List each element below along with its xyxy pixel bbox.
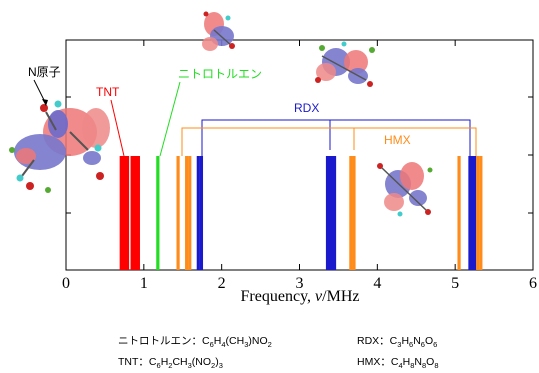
spectrum-line-hmx [349, 156, 353, 270]
formula-subscript: 4 [398, 361, 403, 371]
spectrum-line-rdx [473, 156, 477, 270]
molecule-image-hmx [377, 162, 433, 217]
molecule-image-nitrotoluene [202, 11, 235, 51]
formula-part: O [424, 335, 434, 347]
annotation-n-atom: N原子 [28, 65, 61, 79]
formula-subscript: 2 [211, 361, 216, 371]
formula-subscript: 2 [168, 361, 173, 371]
formula-part: H [401, 335, 410, 347]
formula-part: (CH [225, 335, 245, 347]
formula-subscript: 3 [187, 361, 192, 371]
x-tick-label: 0 [62, 275, 70, 292]
x-tick-label: 1 [140, 275, 148, 292]
formula-separator: ： [379, 335, 390, 347]
spectrum-line-tnt [119, 156, 123, 270]
formula-tnt: TNT：C6H2CH3(NO2)3 [118, 354, 223, 370]
x-axis-ticks: 0 1 2 3 4 5 6 [62, 40, 537, 292]
series-label-tnt: TNT [96, 85, 120, 99]
spectrum-line-hmx [479, 156, 483, 270]
formula-name: ニトロトルエン [118, 335, 192, 347]
formula-part: ) [215, 356, 219, 368]
spectrum-line-rdx [468, 156, 472, 270]
formula-subscript: 6 [209, 340, 214, 350]
x-tick-label: 4 [373, 275, 381, 292]
formula-part: H [160, 356, 169, 368]
formula-part: C [148, 356, 157, 368]
spectrum-line-hmx [185, 156, 189, 270]
formula-part: C [389, 335, 398, 347]
formula-subscript: 8 [434, 361, 439, 371]
formula-part: (NO [191, 356, 212, 368]
formula-subscript: 8 [410, 361, 415, 371]
x-tick-label: 3 [296, 275, 304, 292]
formula-part: O [426, 356, 435, 368]
formula-subscript: 6 [420, 340, 425, 350]
formula-part: N [414, 356, 422, 368]
spectrum-line-tnt [121, 156, 126, 270]
formula-subscript: 3 [397, 340, 402, 350]
formula-part: H [402, 356, 411, 368]
formula-separator: ： [191, 335, 203, 347]
formula-subscript: 8 [421, 361, 427, 371]
bracket-hmx [181, 127, 477, 156]
spectrum-line-rdx [470, 156, 474, 270]
spectrum-line-rdx [196, 156, 200, 270]
spectrum-line-nitrotoluene [156, 156, 160, 270]
formula-subscript: 2 [267, 340, 272, 350]
spectrum-line-rdx [325, 156, 330, 270]
spectrum-line-tnt [125, 156, 130, 270]
spectrum-line-hmx [176, 156, 180, 270]
formula-part: )NO [248, 335, 268, 347]
spectrum-line-tnt [134, 156, 138, 270]
spectrum-line-hmx [188, 156, 192, 270]
formula-rdx: RDX：C3H6N6O6 [357, 333, 437, 349]
formula-part: C [202, 335, 210, 347]
formula-name: TNT [118, 356, 139, 368]
formula-part: C [390, 356, 399, 368]
spectrum-line-rdx [330, 156, 334, 270]
formula-nitrotoluene: ニトロトルエン：C6H4(CH3)NO2 [118, 333, 272, 349]
formula-subscript: 6 [409, 340, 414, 350]
spectrum-line-rdx [199, 156, 204, 270]
formula-hmx: HMX：C4H8N8O8 [357, 354, 438, 370]
bracket-rdx [201, 119, 471, 156]
molecule-image-rdx [315, 41, 375, 87]
spectrum-line-rdx [328, 156, 332, 270]
molecule-image-tnt [9, 100, 110, 193]
leader-line-nitrotoluene [159, 81, 181, 157]
formula-part: H [213, 335, 222, 347]
series-label-rdx: RDX [294, 101, 319, 115]
spectrum-line-tnt [130, 156, 134, 270]
leader-line-tnt [110, 99, 125, 157]
formula-subscript: 3 [218, 361, 223, 371]
formula-subscript: 3 [244, 340, 249, 350]
x-tick-label: 2 [218, 275, 226, 292]
spectrum-lines [119, 156, 483, 270]
formula-separator: ： [380, 356, 391, 368]
spectrum-line-tnt [136, 156, 140, 270]
x-axis-title: Frequency, ν/MHz [241, 288, 360, 305]
x-tick-label: 5 [451, 275, 459, 292]
formula-name: RDX [357, 335, 380, 347]
formula-part: N [413, 335, 421, 347]
spectrum-line-rdx [332, 156, 337, 270]
annotation-n-atom-arrowhead [42, 99, 48, 106]
formula-separator: ： [138, 356, 149, 368]
spectrum-line-hmx [457, 156, 461, 270]
series-label-nitrotoluene: ニトロトルエン [178, 67, 262, 81]
spectrum-line-hmx [352, 156, 356, 270]
formula-subscript: 4 [221, 340, 226, 350]
formula-name: HMX [357, 356, 381, 368]
spectrum-line-hmx [476, 156, 480, 270]
formula-part: CH [172, 356, 188, 368]
x-tick-label: 6 [529, 275, 537, 292]
formula-subscript: 6 [433, 340, 438, 350]
formula-subscript: 6 [156, 361, 161, 371]
series-label-hmx: HMX [384, 133, 411, 147]
